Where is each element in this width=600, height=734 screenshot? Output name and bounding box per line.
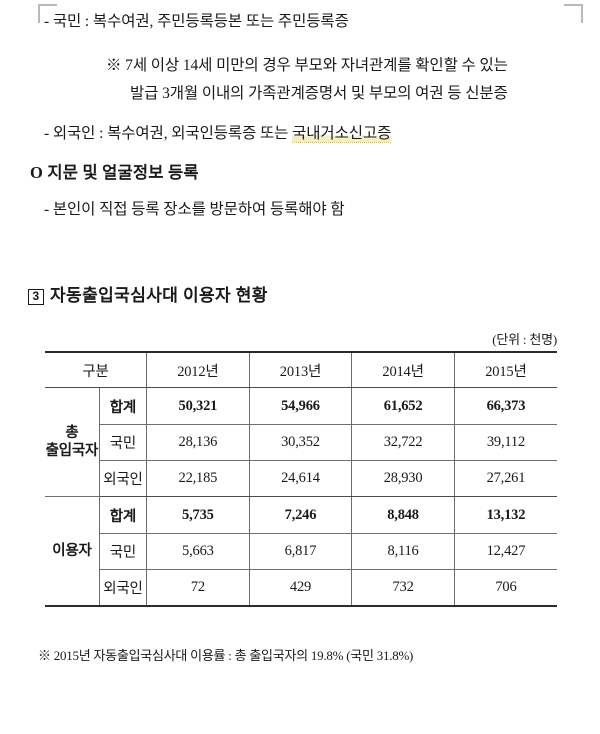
cell-user-sum-2015: 13,132 — [453, 496, 557, 534]
paragraph-citizen-documents: - 국민 : 복수여권, 주민등록등본 또는 주민등록증 — [44, 13, 349, 30]
cell-total-foreigner-2012: 22,185 — [146, 460, 250, 497]
highlighted-term-domestic-residence-report: 국내거소신고증 — [292, 125, 392, 143]
crop-mark-top-right — [564, 4, 583, 23]
subheading-biometric-registration: O 지문 및 얼굴정보 등록 — [30, 163, 199, 182]
cell-total-foreigner-2013: 24,614 — [248, 460, 353, 497]
cell-total-sum-2012: 50,321 — [146, 387, 250, 425]
cell-user-foreigner-2012: 72 — [146, 569, 250, 606]
cell-user-citizen-2014: 8,116 — [351, 533, 455, 570]
table-row: 외국인 22,185 24,614 28,930 27,261 — [45, 460, 557, 497]
row-label-user-foreigner: 외국인 — [99, 569, 148, 606]
header-cell-year-2013: 2013년 — [248, 352, 353, 388]
table-footnote: ※ 2015년 자동출입국심사대 이용률 : 총 출입국자의 19.8% (국민… — [38, 648, 414, 663]
header-cell-year-2014: 2014년 — [351, 352, 455, 388]
cell-user-foreigner-2015: 706 — [453, 569, 557, 606]
header-cell-category: 구분 — [45, 352, 148, 388]
row-label-total-sum: 합계 — [98, 387, 148, 425]
group-label-line2: 출입국자 — [45, 443, 99, 459]
cell-user-citizen-2013: 6,817 — [248, 533, 353, 570]
header-cell-year-2012: 2012년 — [146, 352, 250, 388]
section-heading: 3 자동출입국심사대 이용자 현황 — [28, 281, 268, 306]
cell-user-sum-2012: 5,735 — [146, 496, 250, 534]
cell-total-foreigner-2015: 27,261 — [453, 460, 557, 497]
table-row: 국민 5,663 6,817 8,116 12,427 — [45, 533, 557, 570]
table-row: 외국인 72 429 732 706 — [45, 569, 557, 606]
section-title: 자동출입국심사대 이용자 현황 — [50, 286, 268, 305]
paragraph-minor-note-line1: ※ 7세 이상 14세 미만의 경우 부모와 자녀관계를 확인할 수 있는 — [106, 57, 508, 74]
row-label-total-citizen: 국민 — [99, 424, 148, 461]
table-header-row: 구분 2012년 2013년 2014년 2015년 — [45, 352, 557, 388]
foreigner-documents-text: - 외국인 : 복수여권, 외국인등록증 또는 — [44, 125, 293, 142]
cell-total-foreigner-2014: 28,930 — [351, 460, 455, 497]
table-row: 국민 28,136 30,352 32,722 39,112 — [45, 424, 557, 461]
cell-total-sum-2014: 61,652 — [351, 387, 455, 425]
cell-user-sum-2013: 7,246 — [248, 496, 353, 534]
cell-user-sum-2014: 8,848 — [351, 496, 455, 534]
row-label-user-citizen: 국민 — [99, 533, 148, 570]
row-label-total-foreigner: 외국인 — [99, 460, 148, 497]
row-label-user-sum: 합계 — [98, 496, 148, 534]
cell-total-sum-2015: 66,373 — [453, 387, 557, 425]
cell-user-citizen-2012: 5,663 — [146, 533, 250, 570]
paragraph-in-person-registration: - 본인이 직접 등록 장소를 방문하여 등록해야 함 — [44, 201, 345, 218]
group-label-line1: 총 — [65, 424, 79, 441]
paragraph-minor-note-line2: 발급 3개월 이내의 가족관계증명서 및 부모의 여권 등 신분증 — [130, 85, 508, 102]
table-row: 이용자 합계 5,735 7,246 8,848 13,132 — [45, 496, 557, 607]
cell-user-citizen-2015: 12,427 — [453, 533, 557, 570]
group-label-kiosk-users: 이용자 — [45, 496, 100, 607]
paragraph-foreigner-documents: - 외국인 : 복수여권, 외국인등록증 또는 국내거소신고증 — [44, 125, 392, 143]
cell-total-sum-2013: 54,966 — [248, 387, 353, 425]
table-head: 구분 2012년 2013년 2014년 2015년 — [45, 352, 557, 388]
cell-user-foreigner-2014: 732 — [351, 569, 455, 606]
cell-total-citizen-2014: 32,722 — [351, 424, 455, 461]
header-cell-year-2015: 2015년 — [453, 352, 557, 388]
cell-total-citizen-2013: 30,352 — [248, 424, 353, 461]
cell-total-citizen-2015: 39,112 — [453, 424, 557, 461]
group-label-line1: 이용자 — [52, 542, 92, 559]
cell-user-foreigner-2013: 429 — [248, 569, 353, 606]
section-number-box: 3 — [28, 289, 44, 305]
table-unit-note: (단위 : 천명) — [492, 332, 557, 347]
cell-total-citizen-2012: 28,136 — [146, 424, 250, 461]
